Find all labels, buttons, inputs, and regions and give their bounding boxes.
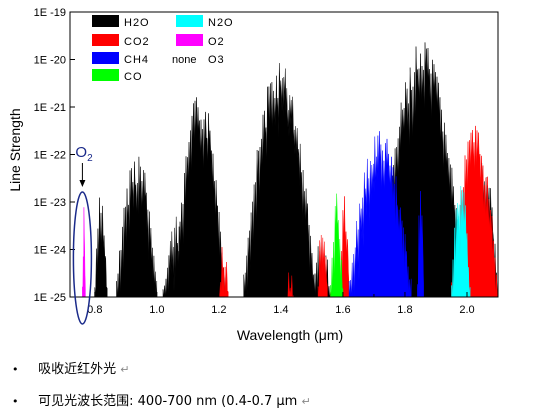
x-tick-label: 1.2 [211,304,226,316]
paragraph-mark-icon: ↵ [301,395,311,408]
band-h2o-3 [175,97,226,298]
y-tick-label: 1E -21 [34,102,66,114]
o2-subscript: 2 [87,153,93,164]
legend-label-o2: O2 [208,36,225,48]
legend-swatch-ch4 [92,52,119,64]
band-ch4-1 [417,191,424,298]
legend-label-o3: O3 [208,54,225,66]
legend-label-n2o: N2O [208,17,234,29]
y-tick-label: 1E -20 [34,55,66,67]
bullet-icon: • [12,395,19,408]
o2-label: O2 [75,144,93,164]
axis-ticks: 0.8 1.0 1.2 1.4 1.6 1.8 2.0 1E -25 1E -24 1E -23 1… [34,7,475,316]
legend-prefix: none [172,54,196,66]
legend-swatch-h2o [92,15,119,27]
bullet-icon: • [12,363,19,376]
y-tick-label: 1E -24 [34,245,66,257]
band-h2o-1 [116,156,158,298]
x-tick-label: 1.6 [335,304,350,316]
legend: H2O CO2 CH4 CO N2O O2 none O3 [92,15,234,83]
legend-label-co2: CO2 [124,36,150,48]
x-tick-label: 1.0 [149,304,164,316]
note-text-2: 可见光波长范围: 400-700 nm (0.4-0.7 μm [38,394,298,409]
legend-label-h2o: H2O [124,17,150,29]
band-co2-0 [218,247,229,298]
legend-swatch-n2o [176,15,203,27]
note-text-1: 吸收近红外光 [38,362,117,377]
note-row-1: • 吸收近红外光 ↵ [12,358,130,377]
x-tick-label: 0.8 [87,304,102,316]
band-n2o-0 [451,185,471,298]
legend-label-co: CO [124,71,143,83]
o2-highlight-ellipse [72,191,93,325]
legend-swatch-co [92,69,119,81]
band-h2o-0 [94,197,108,298]
legend-label-ch4: CH4 [124,54,149,66]
band-ch4-0 [348,131,412,298]
y-axis-label: Line Strength [7,108,23,191]
band-o2-0 [82,207,86,298]
y-tick-label: 1E -22 [34,150,66,162]
absorption-spectrum-chart: 0.8 1.0 1.2 1.4 1.6 1.8 2.0 1E -25 1E -24 1E -23 1… [7,7,499,343]
band-co2-2 [317,234,328,298]
legend-swatch-co2 [92,34,119,46]
note-row-2: • 可见光波长范围: 400-700 nm (0.4-0.7 μm ↵ [12,390,311,409]
paragraph-mark-icon: ↵ [120,363,130,376]
x-tick-label: 1.4 [273,304,288,316]
y-tick-label: 1E -23 [34,197,66,209]
x-axis-label: Wavelength (μm) [237,327,343,343]
y-tick-label: 1E -19 [34,7,66,19]
x-tick-label: 2.0 [459,304,474,316]
legend-swatch-o2 [176,34,203,46]
band-co-0 [330,193,344,298]
band-h2o-4 [243,63,316,298]
y-tick-label: 1E -25 [34,292,66,304]
o2-arrow-head [79,180,86,187]
x-tick-label: 1.8 [397,304,412,316]
absorption-bands [82,42,499,298]
